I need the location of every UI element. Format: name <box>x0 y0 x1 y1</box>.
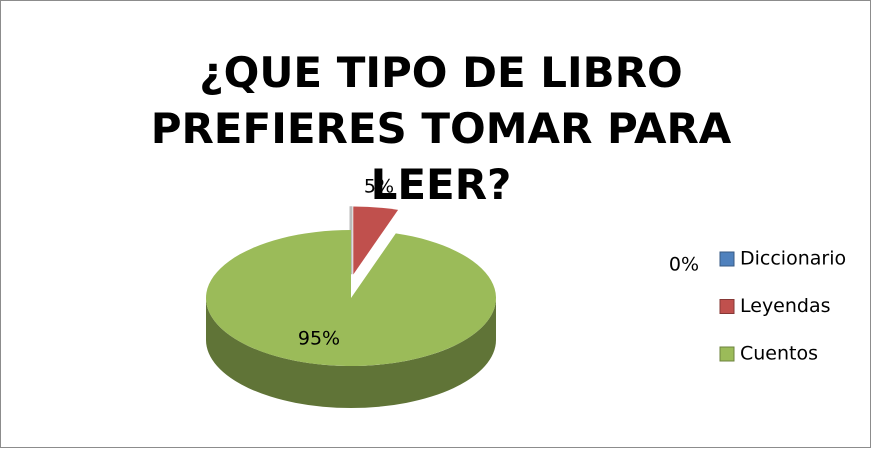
slice <box>206 230 497 366</box>
legend-swatch <box>719 299 735 314</box>
slice <box>353 206 399 275</box>
data-label: 0% <box>669 254 699 276</box>
legend-label: Diccionario <box>740 248 846 270</box>
legend-swatch <box>719 251 735 267</box>
legend-label: Leyendas <box>740 295 831 317</box>
chart-title: ¿QUE TIPO DE LIBRO PREFIERES TOMAR PARA … <box>150 48 732 209</box>
legend-swatch <box>719 346 735 362</box>
slice-side <box>206 298 496 408</box>
data-label: 95% <box>298 328 340 350</box>
data-label: 5% <box>364 176 394 198</box>
legend-label: Cuentos <box>740 343 818 365</box>
